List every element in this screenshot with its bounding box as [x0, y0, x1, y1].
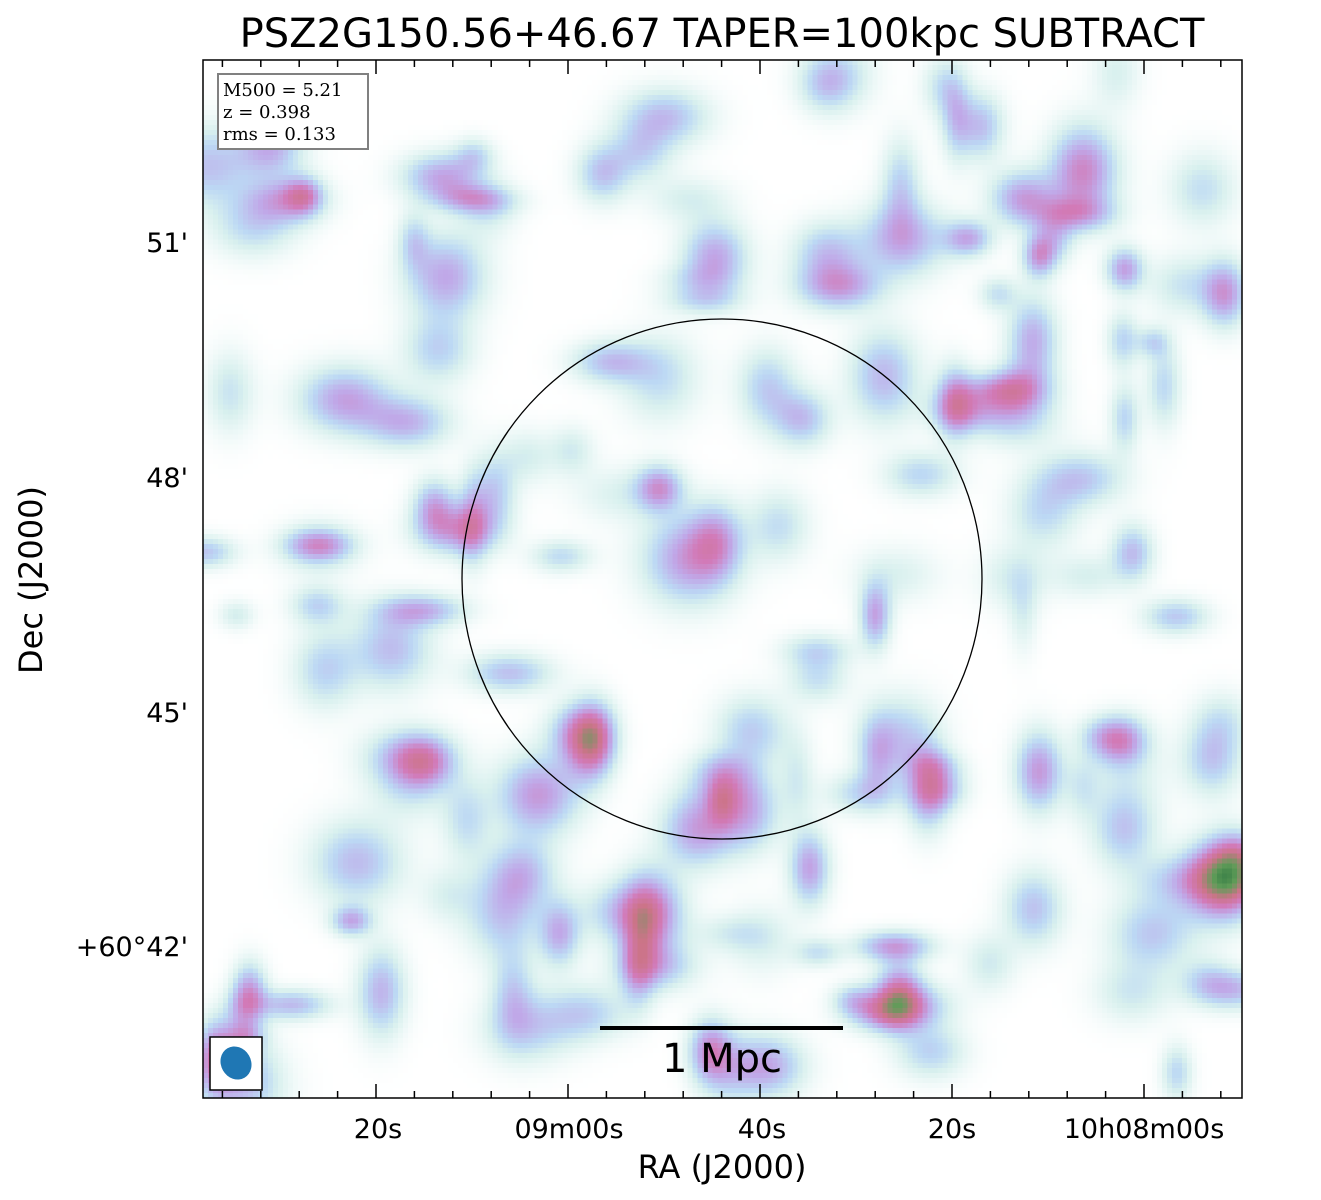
x-tick-label-20s-a: 20s	[354, 1114, 402, 1145]
x-tick-label-09m00s: 09m00s	[514, 1114, 623, 1145]
plot-area	[203, 60, 1242, 1098]
y-tick-label-48: 48'	[146, 463, 188, 494]
plot-frame	[202, 59, 1243, 1099]
scale-bar-label: 1 Mpc	[662, 1036, 782, 1082]
info-line-mass: M500 = 5.21	[223, 80, 342, 101]
x-axis-label: RA (J2000)	[638, 1148, 807, 1186]
x-tick-labels: 20s 09m00s 40s 20s 10h08m00s	[354, 1114, 1225, 1145]
chart-title: PSZ2G150.56+46.67 TAPER=100kpc SUBTRACT	[240, 11, 1205, 57]
y-tick-label-51: 51'	[146, 228, 188, 259]
info-line-rms: rms = 0.133	[223, 124, 336, 145]
y-tick-labels: 51' 48' 45' +60°42'	[76, 228, 188, 963]
y-tick-label-45: 45'	[146, 698, 188, 729]
y-axis-label: Dec (J2000)	[12, 486, 50, 674]
x-tick-label-10h08m00s: 10h08m00s	[1064, 1114, 1225, 1145]
info-box: M500 = 5.21 z = 0.398 rms = 0.133	[217, 73, 369, 150]
beam-box	[209, 1036, 263, 1091]
beam-ellipse	[220, 1046, 252, 1080]
x-tick-label-20s-b: 20s	[928, 1114, 976, 1145]
scale-bar: 1 Mpc	[600, 1026, 843, 1082]
y-tick-label-42: +60°42'	[76, 932, 188, 963]
r500-circle	[461, 318, 983, 840]
info-box-frame	[217, 73, 369, 150]
axis-ticks	[221, 60, 1222, 1098]
x-tick-label-40s: 40s	[738, 1114, 786, 1145]
info-line-redshift: z = 0.398	[223, 102, 311, 123]
emission-heatmap	[203, 60, 1242, 1098]
